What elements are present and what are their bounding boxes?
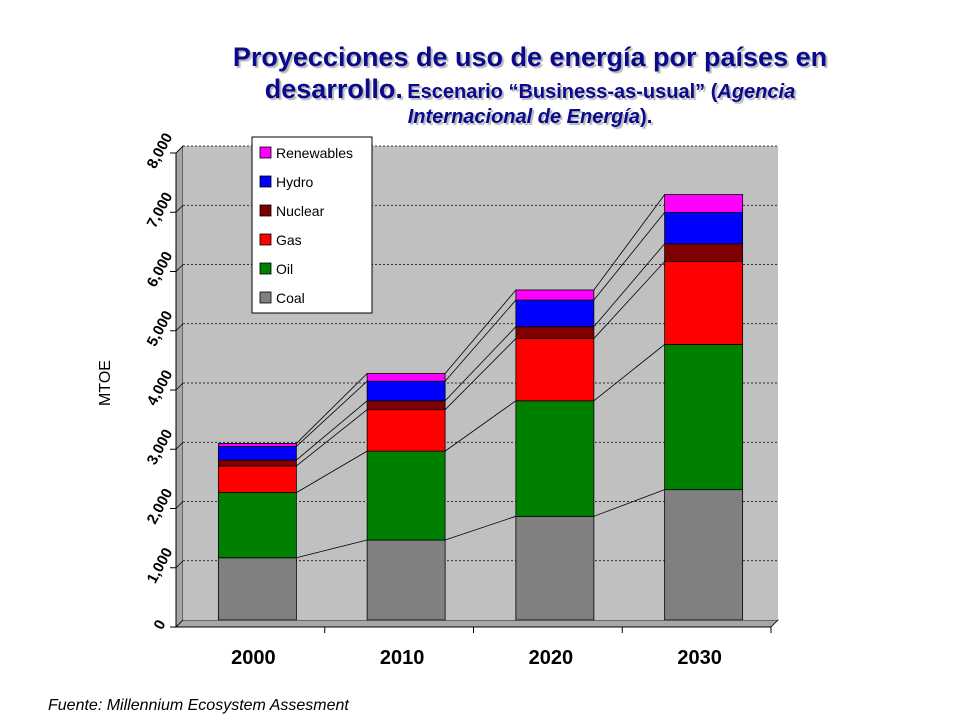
bar-segment-gas-2030 <box>664 261 744 345</box>
series-line-nuclear <box>593 243 665 327</box>
bar-segment-oil-2000 <box>217 492 297 559</box>
legend-label-coal: Coal <box>276 290 305 306</box>
gridline-depth <box>175 145 184 154</box>
bar-segment-hydro-2010 <box>366 380 446 402</box>
series-line-hydro <box>296 380 368 447</box>
legend-swatch-gas <box>259 233 272 246</box>
gridline-depth <box>175 382 184 391</box>
title-line1: Proyecciones de uso de energía por paíse… <box>232 42 828 72</box>
bar-segment-hydro-2000 <box>217 445 297 461</box>
series-line-gas <box>296 409 368 467</box>
bar-segment-oil-2010 <box>366 450 446 541</box>
bar-segment-nuclear-2030 <box>664 243 744 262</box>
bar-segment-hydro-2030 <box>664 211 744 245</box>
plot-floor <box>175 619 779 628</box>
legend-label-renewables: Renewables <box>276 145 353 161</box>
gridline-depth <box>175 560 184 569</box>
gridline-depth <box>175 264 184 272</box>
legend-label-nuclear: Nuclear <box>276 203 325 219</box>
gridline-depth <box>175 204 184 213</box>
bar-segment-oil-2030 <box>664 344 744 491</box>
bar-segment-oil-2020 <box>515 400 595 517</box>
series-line-coal <box>444 515 517 541</box>
title-line3-italic: Internacional de Energía <box>407 105 641 128</box>
series-line-renewables <box>296 373 368 444</box>
x-tick-label-2030: 2030 <box>677 647 722 669</box>
x-tick-label-2010: 2010 <box>380 647 425 669</box>
x-tick-label-2000: 2000 <box>231 647 276 669</box>
source-note: Fuente: Millennium Ecosystem Assesment <box>48 697 349 714</box>
legend-swatch-nuclear <box>259 204 272 217</box>
series-line-gas <box>444 338 517 410</box>
y-tick-label: 7,000 <box>144 190 177 231</box>
bar-segment-nuclear-2000 <box>217 459 297 467</box>
bar-segment-coal-2010 <box>366 539 446 621</box>
title-line3-end: ). <box>640 105 653 128</box>
legend-swatch-renewables <box>259 146 272 159</box>
title-line2-main: desarrollo. <box>264 73 403 104</box>
bar-segment-nuclear-2010 <box>366 400 446 411</box>
legend-swatch-oil <box>259 262 272 275</box>
series-line-coal <box>593 489 665 517</box>
legend-label-oil: Oil <box>276 261 293 277</box>
series-line-oil <box>444 400 517 452</box>
legend-swatch-coal <box>259 291 272 304</box>
bar-segment-gas-2020 <box>515 338 595 402</box>
bar-segment-nuclear-2020 <box>515 326 595 339</box>
series-line-coal <box>296 539 368 559</box>
legend-label-hydro: Hydro <box>276 174 314 190</box>
legend-label-gas: Gas <box>276 232 302 248</box>
y-tick-label: 4,000 <box>144 367 177 408</box>
series-line-hydro <box>593 212 665 301</box>
y-axis-label: MTOE <box>97 360 114 406</box>
x-tick-label-2020: 2020 <box>529 647 574 669</box>
y-tick-label: 5,000 <box>144 308 177 349</box>
series-line-oil <box>296 450 368 493</box>
gridline-depth <box>175 501 184 509</box>
series-line-renewables <box>593 194 665 291</box>
y-tick-label: 0 <box>151 617 170 632</box>
series-line-gas <box>593 261 665 339</box>
series-line-nuclear <box>296 400 368 461</box>
series-line-nuclear <box>444 326 517 402</box>
bar-segment-coal-2020 <box>515 515 595 621</box>
series-line-renewables <box>444 289 517 374</box>
y-tick-label: 1,000 <box>144 545 177 586</box>
legend-swatch-hydro <box>259 175 272 188</box>
bar-segment-coal-2030 <box>664 489 744 621</box>
bar-segment-renewables-2030 <box>664 194 744 213</box>
gridline-depth <box>175 323 184 332</box>
bar-segment-gas-2010 <box>366 409 446 452</box>
bar-segment-renewables-2020 <box>515 289 595 301</box>
series-line-hydro <box>444 299 517 382</box>
series-line-oil <box>593 344 665 402</box>
title-line2-rest: Escenario “Business-as-usual” ( <box>407 80 718 103</box>
y-tick-label: 2,000 <box>144 486 177 527</box>
legend-box <box>251 136 373 314</box>
y-tick-label: 6,000 <box>144 249 177 290</box>
bar-segment-renewables-2000 <box>217 443 297 447</box>
title-line2-italic: Agencia <box>717 80 796 103</box>
bar-segment-coal-2000 <box>217 557 297 621</box>
y-tick-label: 3,000 <box>144 427 177 468</box>
chart-title: Proyecciones de uso de energía por paíse… <box>150 42 910 129</box>
bar-segment-renewables-2010 <box>366 373 446 382</box>
gridline-depth <box>175 441 184 450</box>
bar-segment-gas-2000 <box>217 465 297 494</box>
y-tick-label: 8,000 <box>144 130 177 171</box>
bar-segment-hydro-2020 <box>515 299 595 328</box>
